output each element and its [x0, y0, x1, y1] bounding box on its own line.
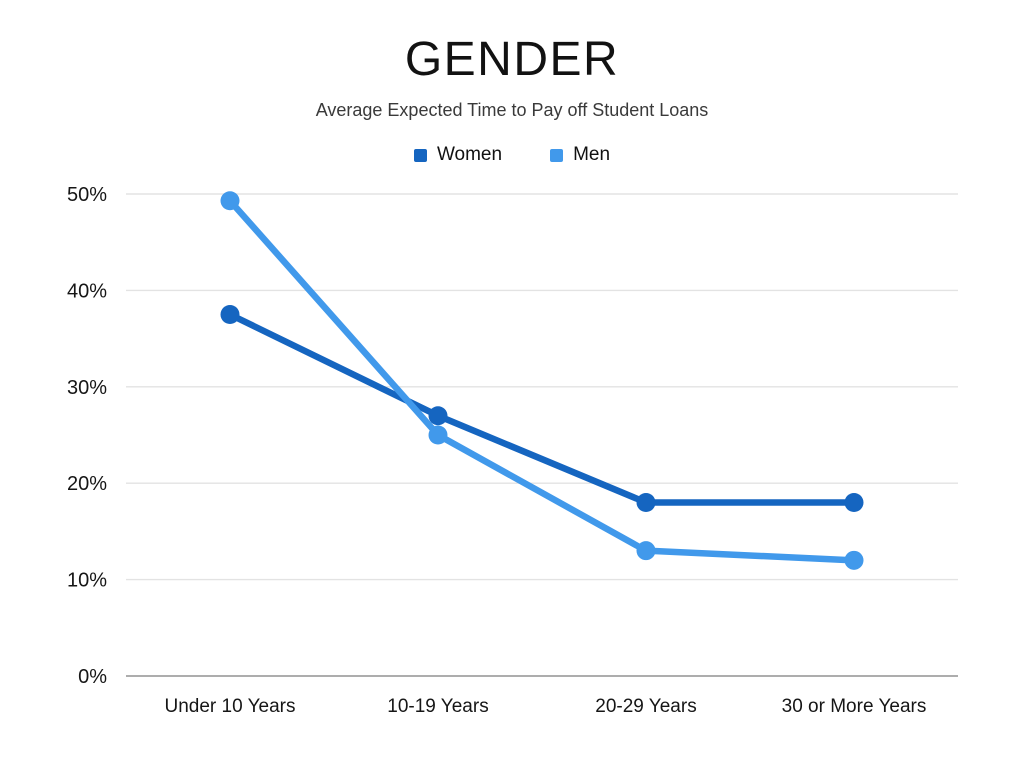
chart-title: GENDER: [404, 33, 620, 86]
legend-item-women: Women: [413, 144, 503, 166]
data-point-men-1: [428, 425, 448, 445]
x-tick-label: 10-19 Years: [387, 696, 488, 717]
data-point-men-3: [844, 550, 864, 570]
data-point-men-2: [636, 541, 656, 561]
series-line-women: [226, 311, 858, 506]
x-tick-label: 20-29 Years: [595, 696, 696, 717]
chart-subtitle: Average Expected Time to Pay off Student…: [315, 100, 709, 120]
data-point-women-3: [844, 492, 864, 512]
legend-swatch-men-icon: [550, 148, 564, 162]
legend: Women Men: [0, 144, 1024, 166]
y-tick-label: 30%: [67, 377, 107, 399]
data-point-women-0: [220, 305, 240, 324]
y-tick-label: 40%: [67, 280, 107, 302]
x-tick-label: Under 10 Years: [165, 696, 296, 717]
legend-label-men: Men: [573, 144, 611, 165]
x-tick-label: 30 or More Years: [782, 696, 927, 717]
legend-swatch-women-icon: [413, 148, 427, 162]
data-point-women-2: [636, 492, 656, 512]
data-point-women-1: [428, 406, 448, 426]
legend-item-men: Men: [550, 144, 610, 166]
y-tick-label: 20%: [67, 473, 107, 495]
y-tick-label: 0%: [78, 666, 107, 688]
data-point-men-0: [220, 191, 240, 211]
y-tick-label: 10%: [67, 570, 107, 592]
legend-label-women: Women: [436, 144, 503, 165]
y-tick-label: 50%: [67, 184, 107, 206]
series-line-men: [226, 197, 858, 564]
